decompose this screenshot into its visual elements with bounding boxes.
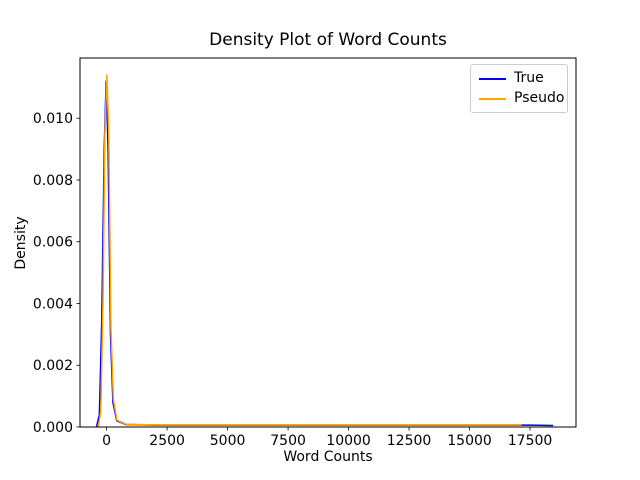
legend-line-swatch [479,97,506,100]
legend-item-pseudo: Pseudo [479,90,564,107]
legend: True Pseudo [470,64,568,113]
y-tick-label: 0.008 [33,173,73,189]
x-tick-label: 15000 [447,433,492,449]
y-tick-label: 0.010 [33,111,73,127]
legend-label: True [514,70,544,86]
chart-title: Density Plot of Word Counts [209,30,447,50]
legend-item-true: True [479,70,559,87]
y-tick-label: 0.004 [33,296,73,312]
legend-label: Pseudo [514,90,565,106]
x-tick-label: 10000 [326,433,371,449]
series-line-pseudo [97,74,522,428]
legend-line-swatch [479,77,506,80]
x-tick-label: 5000 [210,433,246,449]
x-tick-label: 2500 [149,433,185,449]
y-tick-label: 0.006 [33,235,73,251]
axes-spines [79,57,577,428]
x-tick-label: 12500 [387,433,432,449]
x-tick-label: 7500 [270,433,306,449]
x-axis-label: Word Counts [283,449,373,465]
x-tick-label: 0 [102,433,111,449]
series-line-true [95,80,554,428]
x-tick-label: 17500 [508,433,553,449]
y-tick-label: 0.000 [33,420,73,436]
y-tick-label: 0.002 [33,358,73,374]
